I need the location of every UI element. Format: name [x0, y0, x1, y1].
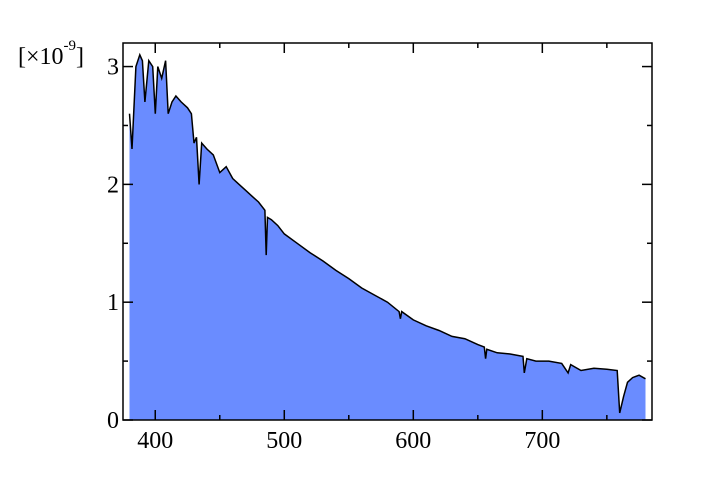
y-label-base: [×10: [18, 44, 64, 70]
y-tick-label: 2: [107, 172, 119, 198]
y-tick-label: 3: [107, 55, 119, 81]
y-tick-label: 1: [107, 290, 119, 316]
area-line: [128, 52, 646, 414]
y-axis-label: [×10-9]: [18, 38, 84, 70]
x-tick-label: 700: [524, 428, 560, 454]
x-tick-label: 400: [137, 428, 173, 454]
x-tick-label: 500: [266, 428, 302, 454]
y-label-exponent: -9: [64, 38, 77, 54]
x-tick-label: 600: [395, 428, 431, 454]
y-tick-label: 0: [107, 408, 119, 434]
plot-frame: [122, 42, 653, 421]
area-fill: [129, 54, 646, 421]
y-label-close: ]: [76, 44, 84, 70]
